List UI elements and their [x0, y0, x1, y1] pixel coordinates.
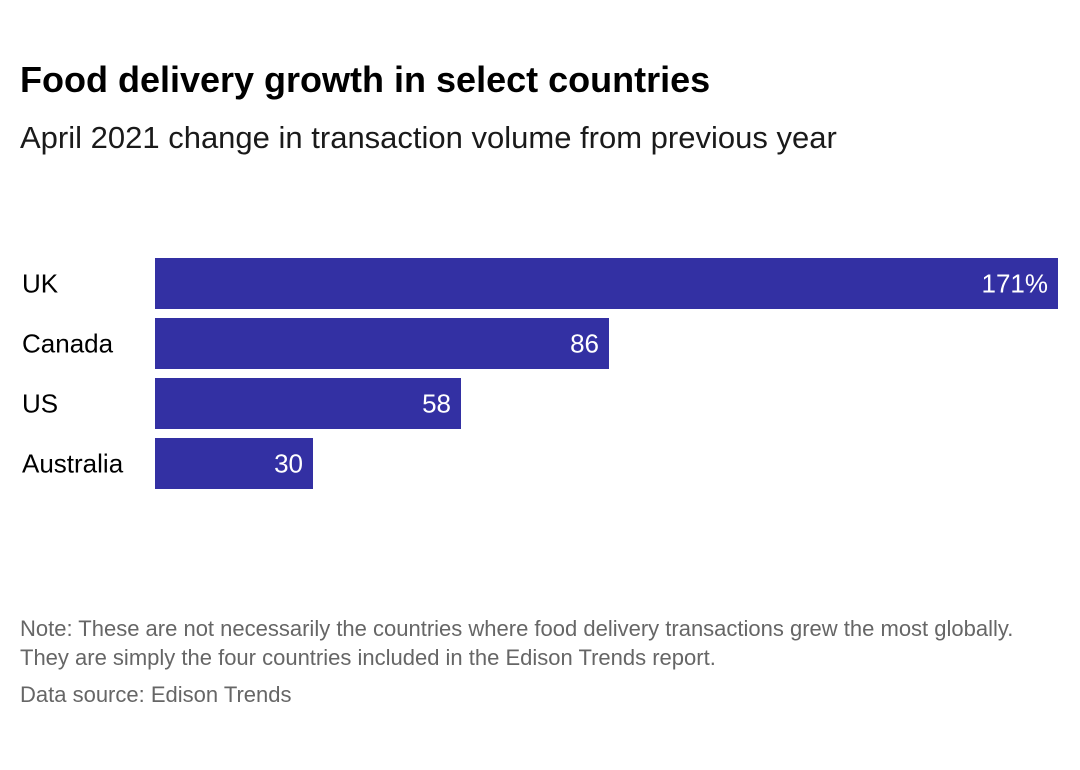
bar-uk	[155, 258, 1058, 309]
bar-australia	[155, 438, 313, 489]
category-label-us: US	[22, 389, 58, 419]
bar-chart-svg: UK 171% Canada 86 US 58 Australia 30	[22, 258, 1058, 489]
bar-us	[155, 378, 461, 429]
value-label-canada: 86	[570, 329, 599, 359]
chart-title: Food delivery growth in select countries	[20, 59, 711, 100]
data-source: Data source: Edison Trends	[20, 682, 292, 707]
value-label-australia: 30	[274, 449, 303, 479]
chart-note: Note: These are not necessarily the coun…	[20, 616, 1014, 670]
category-label-canada: Canada	[22, 329, 114, 359]
category-label-australia: Australia	[22, 449, 124, 479]
value-label-uk: 171%	[982, 269, 1049, 299]
value-label-us: 58	[422, 389, 451, 419]
bar-canada	[155, 318, 609, 369]
chart-subtitle: April 2021 change in transaction volume …	[20, 120, 837, 155]
category-label-uk: UK	[22, 269, 59, 299]
bar-chart: UK 171% Canada 86 US 58 Australia 30	[0, 240, 1080, 510]
